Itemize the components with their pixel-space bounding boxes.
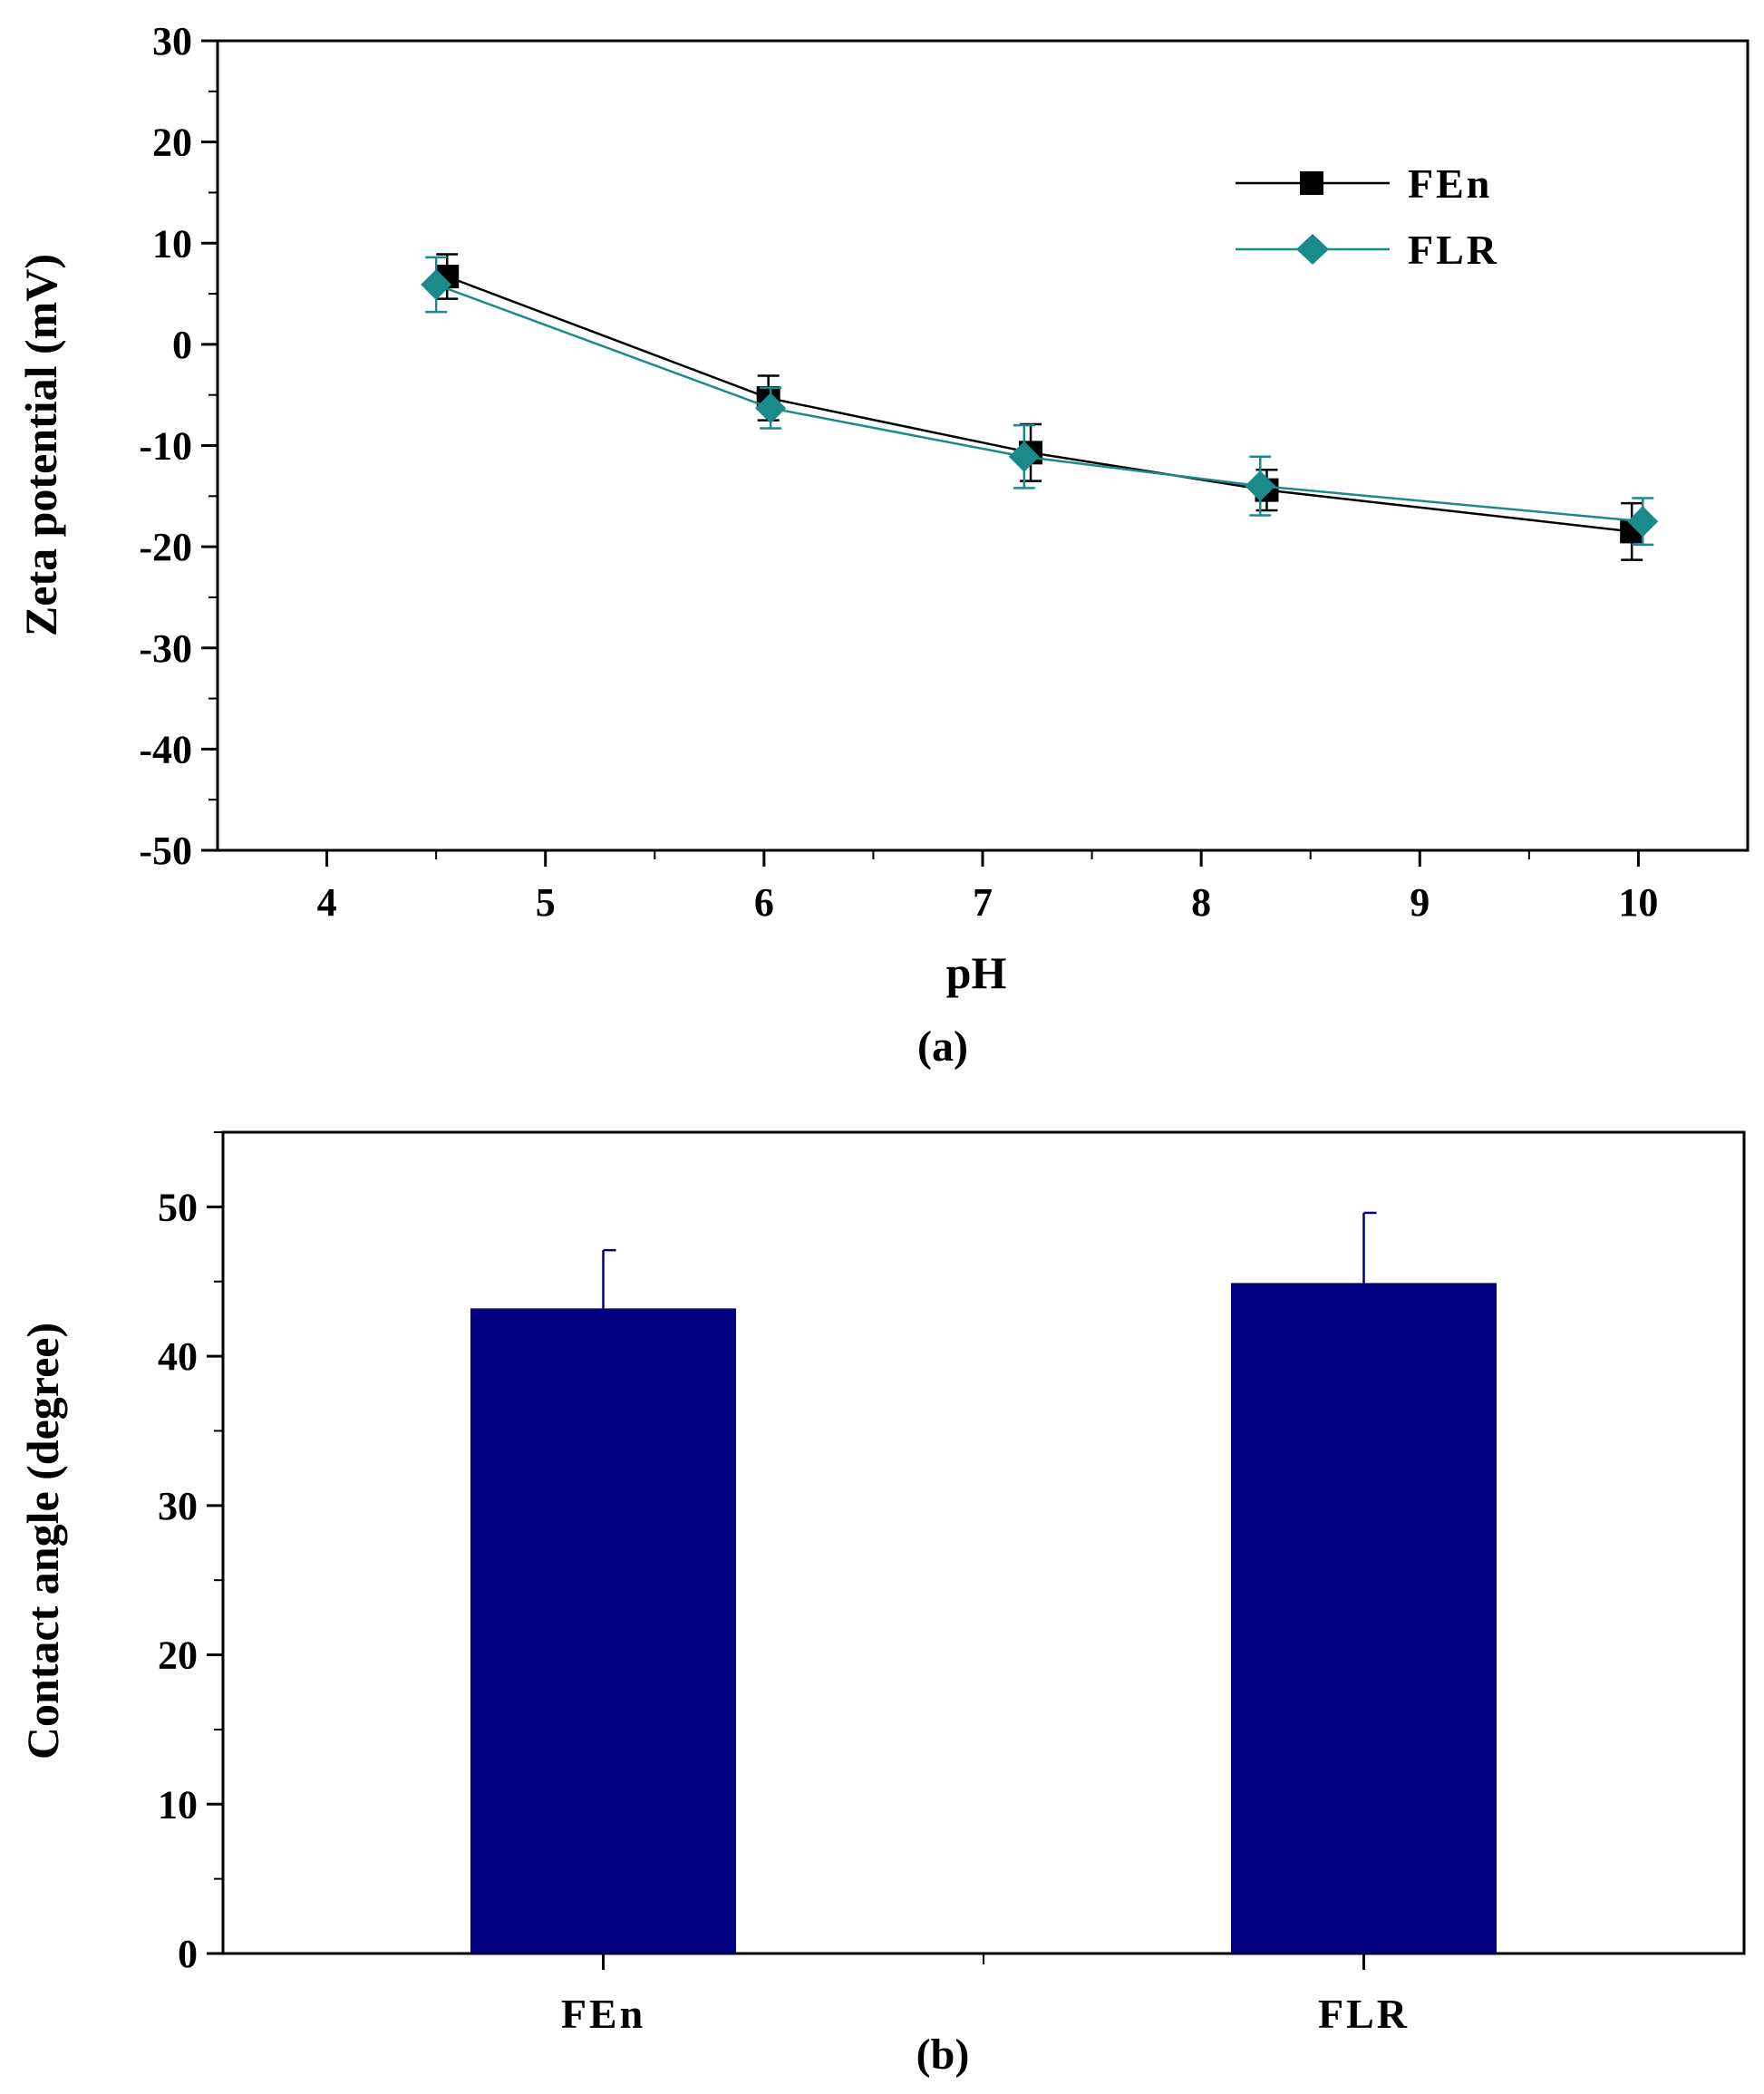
series-line-flr <box>435 283 1643 523</box>
data-point-flr <box>421 269 452 301</box>
x-tick-label-fen: FEn <box>561 1991 645 2037</box>
data-point-flr <box>1245 470 1276 502</box>
y-tick-label-a: 0 <box>172 323 192 367</box>
x-tick-label-a: 4 <box>317 880 337 925</box>
plot-a-series <box>421 253 1659 561</box>
y-tick-label-a: 10 <box>152 221 192 266</box>
legend-a: FEn FLR <box>1236 160 1499 273</box>
bar-fen <box>470 1308 736 1953</box>
legend-marker-fen <box>1300 171 1323 195</box>
y-tick-label-a: -40 <box>139 727 192 771</box>
legend-label-fen: FEn <box>1408 160 1492 207</box>
series-line-fen <box>446 275 1633 533</box>
zeta-potential-panel: 30 20 10 0 -10 -20 -30 -40 -50 4 5 6 7 8 9 10 FEn FLR p… <box>15 19 1749 1071</box>
y-tick-label-b: 30 <box>158 1484 198 1528</box>
data-point-flr <box>1008 441 1040 472</box>
plot-a-frame <box>216 39 1749 852</box>
y-tick-label-b: 50 <box>158 1185 198 1229</box>
x-axis-a-title: pH <box>946 947 1007 998</box>
x-axis-a-ticks: 4 5 6 7 8 9 10 <box>317 850 1658 925</box>
y-tick-label-a: -10 <box>139 424 192 469</box>
y-axis-b-ticks: 0 10 20 30 40 50 <box>158 1131 223 1976</box>
x-tick-label-a: 6 <box>754 880 774 925</box>
bar-flr <box>1231 1283 1497 1953</box>
y-axis-a-title: Zeta potential (mV) <box>15 254 66 636</box>
x-tick-label-a: 8 <box>1191 880 1211 925</box>
y-tick-label-b: 20 <box>158 1634 198 1678</box>
y-tick-label-a: -20 <box>139 525 192 569</box>
y-tick-label-b: 0 <box>178 1932 198 1976</box>
data-point-flr <box>755 393 787 424</box>
y-tick-label-b: 10 <box>158 1782 198 1827</box>
x-tick-label-a: 7 <box>973 880 993 925</box>
y-axis-a-ticks: 30 20 10 0 -10 -20 -30 -40 -50 <box>139 19 218 873</box>
x-tick-label-a: 10 <box>1618 880 1658 925</box>
y-tick-label-a: 30 <box>152 19 192 63</box>
x-tick-label-a: 9 <box>1410 880 1430 925</box>
plot-b-frame <box>221 1130 1746 1955</box>
y-axis-b-title: Contact angle (degree) <box>17 1323 68 1760</box>
panel-b-caption: (b) <box>916 2031 970 2079</box>
panel-a-caption: (a) <box>917 1023 968 1071</box>
y-tick-label-a: -30 <box>139 626 192 671</box>
y-tick-label-a: -50 <box>139 829 192 873</box>
y-tick-label-b: 40 <box>158 1334 198 1379</box>
plot-b-bars <box>470 1211 1497 1953</box>
x-tick-label-flr: FLR <box>1318 1991 1410 2037</box>
data-point-flr <box>1627 506 1659 538</box>
x-tick-label-a: 5 <box>536 880 556 925</box>
y-tick-label-a: 20 <box>152 121 192 165</box>
legend-label-flr: FLR <box>1408 227 1499 273</box>
legend-marker-flr <box>1296 234 1329 265</box>
contact-angle-panel: 0 10 20 30 40 50 FEn FLR Contact angle (degree… <box>17 1130 1746 2079</box>
x-axis-b-ticks: FEn FLR <box>561 1953 1410 2037</box>
